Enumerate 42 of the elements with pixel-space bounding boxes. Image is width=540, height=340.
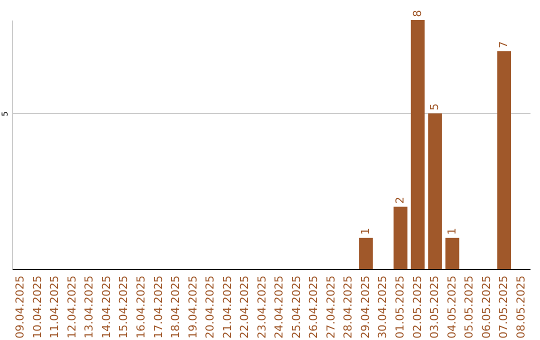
- x-tick-label: 09.04.2025: [14, 276, 27, 338]
- x-tick-label: 05.05.2025: [462, 276, 476, 338]
- x-tick-label: 11.04.2025: [48, 276, 62, 338]
- x-tick-label: 12.04.2025: [65, 276, 78, 338]
- data-label: 1: [358, 228, 372, 235]
- x-tick-label: 17.04.2025: [152, 276, 165, 338]
- x-tick-label: 02.05.2025: [410, 276, 424, 338]
- data-label: 1: [445, 228, 458, 235]
- x-tick-label: 06.05.2025: [480, 276, 493, 338]
- x-tick-label: 03.05.2025: [428, 276, 442, 338]
- x-tick-label: 22.04.2025: [238, 276, 252, 338]
- bar: [394, 206, 408, 269]
- data-label: 2: [394, 196, 406, 204]
- x-tick-label: 15.04.2025: [117, 276, 130, 338]
- x-tick-label: 26.04.2025: [307, 276, 320, 338]
- x-tick-label: 21.04.2025: [220, 276, 234, 338]
- x-tick-label: 07.05.2025: [497, 276, 510, 338]
- x-tick-label: 27.04.2025: [324, 276, 338, 338]
- x-tick-label: 10.04.2025: [30, 276, 44, 338]
- x-tick-label: 24.04.2025: [272, 276, 286, 338]
- bar: [410, 20, 425, 269]
- x-tick-label: 25.04.2025: [290, 276, 303, 338]
- x-tick-label: 19.04.2025: [186, 276, 200, 338]
- x-tick-label: 30.04.2025: [376, 276, 390, 338]
- bar: [359, 238, 373, 269]
- data-label: 5: [428, 103, 442, 110]
- x-tick-label: 29.04.2025: [358, 276, 372, 338]
- x-tick-label: 16.04.2025: [134, 276, 148, 338]
- x-tick-label: 28.04.2025: [342, 276, 355, 338]
- x-tick-label: 23.04.2025: [255, 276, 268, 338]
- data-label: 8: [410, 10, 424, 17]
- x-tick-label: 13.04.2025: [82, 276, 96, 338]
- x-tick-label: 18.04.2025: [169, 276, 182, 338]
- x-tick-label: 04.05.2025: [445, 276, 458, 338]
- bar: [428, 113, 442, 269]
- x-tick-label: 14.04.2025: [100, 276, 113, 338]
- x-tick-label: 20.04.2025: [204, 276, 217, 338]
- x-tick-label: 01.05.2025: [394, 276, 406, 338]
- bar: [497, 51, 512, 269]
- bar: [445, 238, 460, 269]
- x-tick-label: 08.05.2025: [514, 276, 528, 338]
- data-label: 7: [497, 41, 510, 48]
